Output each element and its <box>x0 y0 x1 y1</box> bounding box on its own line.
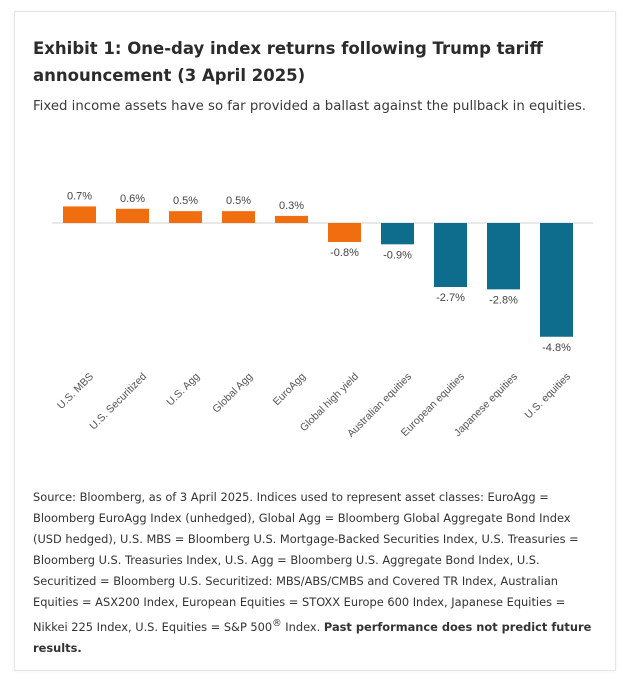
category-label-u-s-equities: U.S. equities <box>523 371 574 422</box>
value-label-european-equities: -2.7% <box>436 292 465 304</box>
category-label-u-s-agg: U.S. Agg <box>164 371 202 409</box>
value-label-global-high-yield: -0.8% <box>330 247 359 259</box>
value-label-u-s-equities: -4.8% <box>542 342 571 354</box>
bar-u-s-agg <box>169 211 202 223</box>
value-label-australian-equities: -0.9% <box>383 249 412 261</box>
bar-japanese-equities <box>487 223 520 290</box>
category-label-u-s-securitized: U.S. Securitized <box>87 371 149 433</box>
source-text: Source: Bloomberg, as of 3 April 2025. I… <box>33 490 579 634</box>
bar-global-agg <box>222 211 255 223</box>
category-label-euroagg: EuroAgg <box>271 371 308 408</box>
exhibit-card <box>14 11 616 671</box>
value-label-japanese-equities: -2.8% <box>489 294 518 306</box>
bar-global-high-yield <box>328 223 361 242</box>
returns-bar-chart: 0.7% U.S. MBS 0.6% U.S. Securitized 0.5% U.S.… <box>52 190 593 440</box>
bar-australian-equities <box>381 223 414 245</box>
performance-disclaimer: Past performance does not predict future… <box>33 619 592 655</box>
value-label-u-s-securitized: 0.6% <box>120 193 145 205</box>
bar-euroagg <box>275 215 308 223</box>
value-label-euroagg: 0.3% <box>279 200 304 212</box>
exhibit-title: Exhibit 1: One-day index returns followi… <box>33 39 543 85</box>
source-note: Source: Bloomberg, as of 3 April 2025. I… <box>33 487 598 659</box>
bar-european-equities <box>434 223 467 287</box>
bar-u-s-securitized <box>116 208 149 223</box>
exhibit-subtitle: Fixed income assets have so far provided… <box>33 99 586 114</box>
source-index-suffix: Index. <box>281 619 321 634</box>
bar-u-s-equities <box>540 223 573 337</box>
category-label-global-agg: Global Agg <box>210 371 255 416</box>
registered-mark: ® <box>272 618 282 629</box>
value-label-u-s-agg: 0.5% <box>173 195 198 207</box>
category-label-u-s-mbs: U.S. MBS <box>55 371 96 412</box>
bar-u-s-mbs <box>63 206 96 223</box>
value-label-global-agg: 0.5% <box>226 195 251 207</box>
value-label-u-s-mbs: 0.7% <box>67 190 92 202</box>
